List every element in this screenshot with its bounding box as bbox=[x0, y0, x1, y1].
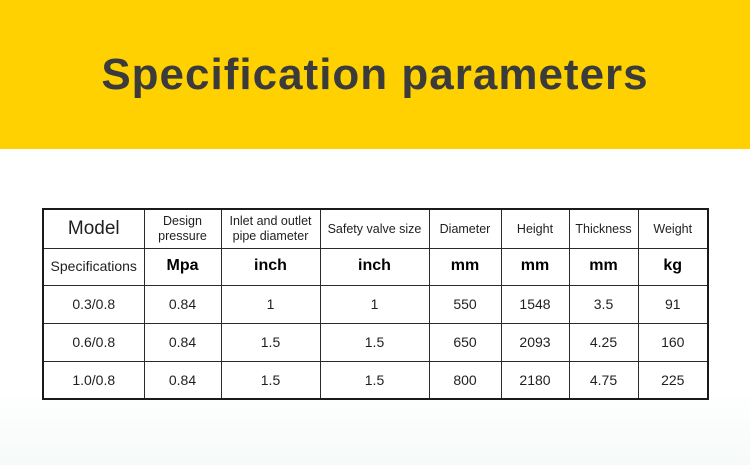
table-cell: 4.25 bbox=[568, 322, 639, 362]
table-cell: 1 bbox=[319, 284, 430, 324]
column-header-height: Height bbox=[500, 208, 570, 249]
unit-cell-pipe: inch bbox=[220, 247, 321, 286]
table-cell: 0.3/0.8 bbox=[42, 284, 145, 324]
table-units-row: Specifications Mpa inch inch mm mm mm kg bbox=[42, 247, 709, 286]
table-cell: 0.84 bbox=[143, 284, 222, 324]
table-cell: 1 bbox=[220, 284, 321, 324]
table-cell: 1.5 bbox=[220, 360, 321, 400]
table-cell: 0.84 bbox=[143, 360, 222, 400]
unit-cell-pressure: Mpa bbox=[143, 247, 222, 286]
table-cell: 3.5 bbox=[568, 284, 639, 324]
table-cell: 2180 bbox=[500, 360, 570, 400]
table-cell: 550 bbox=[428, 284, 502, 324]
table-header-row: Model Design pressure Inlet and outlet p… bbox=[42, 208, 709, 249]
unit-cell-valve: inch bbox=[319, 247, 430, 286]
column-header-pressure: Design pressure bbox=[143, 208, 222, 249]
unit-cell-weight: kg bbox=[637, 247, 709, 286]
table-cell: 1.0/0.8 bbox=[42, 360, 145, 400]
column-header-model: Model bbox=[42, 208, 145, 249]
title-banner: Specification parameters bbox=[0, 0, 750, 149]
table-cell: 1.5 bbox=[319, 360, 430, 400]
table-cell: 1.5 bbox=[220, 322, 321, 362]
table-cell: 0.84 bbox=[143, 322, 222, 362]
table-cell: 160 bbox=[637, 322, 709, 362]
column-header-pipe: Inlet and outlet pipe diameter bbox=[220, 208, 321, 249]
column-header-thickness: Thickness bbox=[568, 208, 639, 249]
table-cell: 650 bbox=[428, 322, 502, 362]
unit-cell-diameter: mm bbox=[428, 247, 502, 286]
table-cell: 800 bbox=[428, 360, 502, 400]
table-row: 0.3/0.8 0.84 1 1 550 1548 3.5 91 bbox=[42, 284, 709, 324]
column-header-valve: Safety valve size bbox=[319, 208, 430, 249]
table-cell: 1.5 bbox=[319, 322, 430, 362]
table-cell: 91 bbox=[637, 284, 709, 324]
table-cell: 4.75 bbox=[568, 360, 639, 400]
page-title: Specification parameters bbox=[101, 49, 649, 99]
table-cell: 225 bbox=[637, 360, 709, 400]
unit-cell-thickness: mm bbox=[568, 247, 639, 286]
unit-cell-height: mm bbox=[500, 247, 570, 286]
table-cell: 2093 bbox=[500, 322, 570, 362]
table-row: 0.6/0.8 0.84 1.5 1.5 650 2093 4.25 160 bbox=[42, 322, 709, 362]
units-label: Specifications bbox=[42, 247, 145, 286]
column-header-weight: Weight bbox=[637, 208, 709, 249]
table-cell: 1548 bbox=[500, 284, 570, 324]
specification-table: Model Design pressure Inlet and outlet p… bbox=[42, 208, 709, 400]
column-header-diameter: Diameter bbox=[428, 208, 502, 249]
table-row: 1.0/0.8 0.84 1.5 1.5 800 2180 4.75 225 bbox=[42, 360, 709, 400]
table-cell: 0.6/0.8 bbox=[42, 322, 145, 362]
